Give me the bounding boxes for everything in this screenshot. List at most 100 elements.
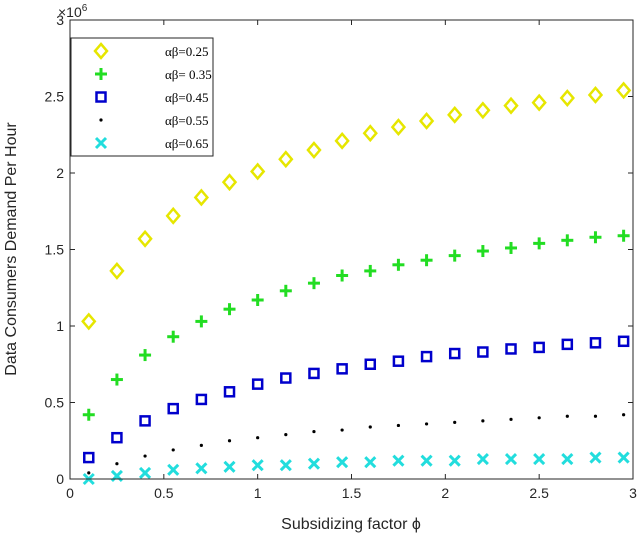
x-tick-label: 3 bbox=[629, 485, 637, 501]
series-2 bbox=[82, 229, 630, 421]
data-point bbox=[221, 173, 238, 192]
data-point bbox=[167, 402, 179, 415]
data-point bbox=[227, 439, 232, 443]
data-point bbox=[109, 261, 125, 280]
data-point bbox=[279, 459, 292, 472]
data-point bbox=[559, 89, 575, 107]
data-point bbox=[503, 96, 519, 115]
data-point bbox=[565, 414, 569, 418]
legend-marker bbox=[95, 68, 107, 80]
data-point bbox=[617, 335, 630, 348]
data-point bbox=[82, 408, 95, 421]
data-point bbox=[617, 451, 630, 464]
data-point bbox=[284, 433, 288, 437]
data-point bbox=[392, 258, 405, 271]
legend-entry: αβ=0.45 bbox=[95, 90, 209, 105]
data-point bbox=[589, 231, 602, 244]
data-point bbox=[477, 346, 489, 358]
series-1 bbox=[81, 81, 632, 331]
data-point bbox=[533, 237, 546, 250]
data-point bbox=[312, 429, 316, 434]
data-point bbox=[167, 330, 180, 343]
data-point bbox=[307, 457, 321, 470]
data-point bbox=[509, 417, 513, 421]
data-point bbox=[115, 462, 119, 466]
data-point bbox=[278, 150, 294, 169]
data-point bbox=[280, 372, 292, 384]
data-point bbox=[364, 456, 377, 469]
plot-border bbox=[69, 19, 634, 480]
data-point bbox=[622, 413, 626, 417]
data-point bbox=[167, 463, 180, 476]
data-point bbox=[475, 101, 491, 120]
data-point bbox=[420, 254, 433, 267]
data-point bbox=[110, 373, 123, 386]
data-point bbox=[137, 229, 153, 248]
legend-marker bbox=[93, 42, 109, 60]
data-point bbox=[307, 277, 320, 290]
data-point bbox=[195, 315, 208, 328]
data-point bbox=[587, 86, 604, 104]
data-point bbox=[505, 343, 517, 355]
data-point bbox=[306, 141, 322, 159]
data-point bbox=[251, 459, 264, 472]
data-point bbox=[476, 245, 489, 258]
data-point bbox=[340, 428, 344, 432]
data-point bbox=[368, 425, 372, 429]
y-tick-label: 3 bbox=[56, 12, 64, 28]
legend-label: αβ=0.65 bbox=[165, 136, 209, 151]
y-tick-label: 2 bbox=[56, 165, 64, 181]
y-tick-label: 2.5 bbox=[45, 89, 65, 105]
data-point bbox=[308, 367, 320, 380]
legend-label: αβ=0.45 bbox=[165, 90, 209, 105]
x-tick-label: 0 bbox=[66, 485, 74, 501]
legend-marker bbox=[94, 136, 108, 150]
y-axis-title: Data Consumers Demand Per Hour bbox=[3, 122, 20, 376]
data-point bbox=[476, 453, 489, 466]
data-point bbox=[448, 249, 461, 262]
legend-box bbox=[70, 37, 214, 157]
data-point bbox=[223, 460, 236, 473]
data-point bbox=[561, 234, 574, 247]
data-point bbox=[83, 451, 95, 464]
data-point bbox=[336, 269, 349, 282]
data-point bbox=[453, 420, 457, 424]
data-point bbox=[533, 341, 545, 354]
data-point bbox=[396, 423, 401, 428]
legend-label: αβ= 0.35 bbox=[165, 67, 212, 82]
series-4 bbox=[87, 413, 626, 475]
legend-entry: αβ=0.25 bbox=[93, 42, 209, 60]
data-point bbox=[139, 349, 152, 362]
data-point bbox=[251, 293, 264, 306]
data-point bbox=[504, 453, 518, 466]
data-point bbox=[193, 188, 210, 207]
data-point bbox=[256, 436, 260, 440]
data-point bbox=[418, 112, 435, 130]
tick-labels: 0 0.5 1 1.5 2 2.5 3 0 0.5 1 1.5 2 2.5 3 bbox=[45, 12, 638, 501]
data-point bbox=[143, 454, 147, 458]
data-point bbox=[362, 124, 378, 143]
data-point bbox=[81, 312, 97, 331]
data-point bbox=[336, 363, 348, 375]
y-exponent-power: 6 bbox=[82, 3, 88, 14]
data-point bbox=[448, 454, 461, 467]
data-point bbox=[336, 456, 349, 469]
data-point bbox=[420, 454, 433, 467]
legend-entry: αβ=0.65 bbox=[94, 136, 209, 151]
x-tick-label: 1.5 bbox=[342, 485, 362, 501]
y-exponent-label: ×106 bbox=[58, 3, 88, 20]
data-point bbox=[251, 378, 264, 390]
y-tick-label: 1 bbox=[56, 318, 64, 334]
x-tick-label: 1 bbox=[254, 485, 262, 501]
y-tick-label: 1.5 bbox=[45, 242, 65, 258]
data-point bbox=[195, 393, 208, 406]
data-point bbox=[561, 338, 574, 351]
legend-entry: αβ=0.55 bbox=[99, 113, 209, 128]
x-tick-label: 0.5 bbox=[154, 485, 174, 501]
data-point bbox=[481, 419, 485, 423]
data-points bbox=[81, 81, 632, 486]
data-point bbox=[111, 431, 123, 444]
data-point bbox=[364, 264, 377, 277]
data-point bbox=[87, 471, 91, 475]
